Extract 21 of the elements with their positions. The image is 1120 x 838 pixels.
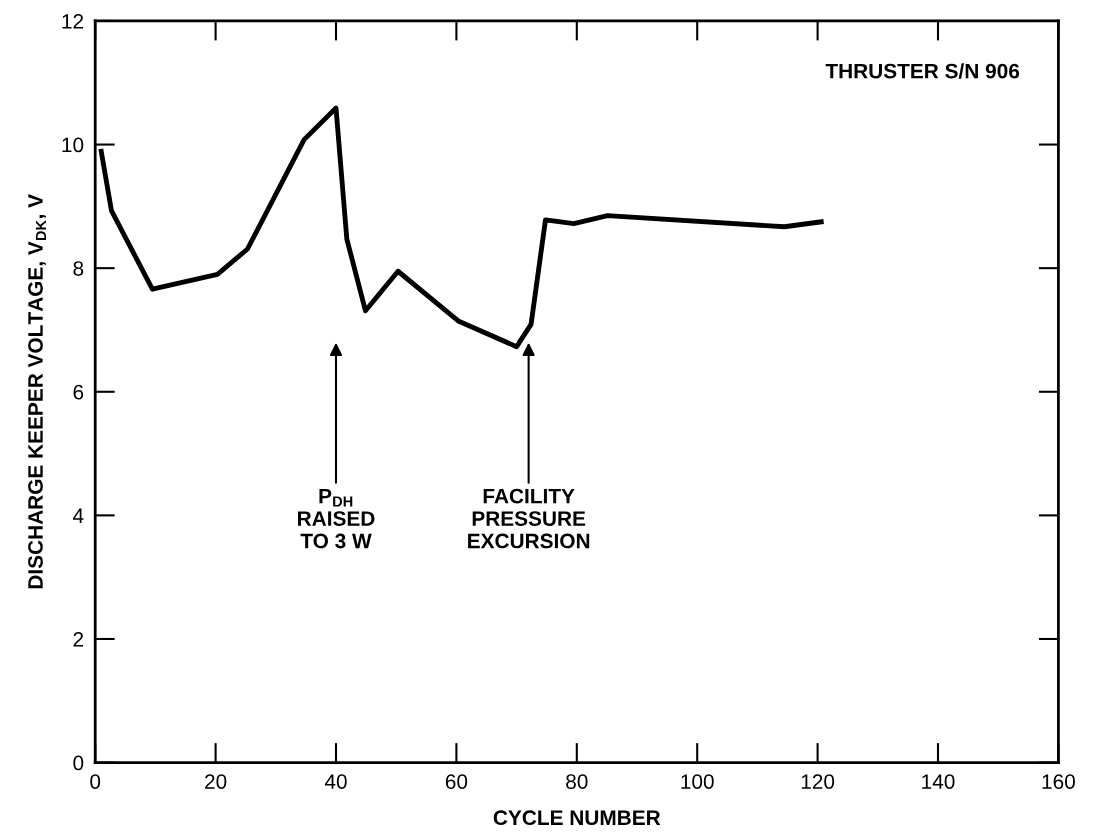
y-tick-label: 10 <box>62 137 84 153</box>
x-axis-title: CYCLE NUMBER <box>493 810 661 826</box>
x-tick-label: 120 <box>801 774 835 789</box>
x-tick-label: 160 <box>1042 774 1075 789</box>
y-tick-label: 8 <box>73 261 84 276</box>
y-tick-label: 0 <box>73 755 84 771</box>
y-tick-label: 6 <box>73 384 84 400</box>
annotation: THRUSTER S/N 906 <box>825 63 1020 79</box>
x-tick-label: 80 <box>566 774 588 789</box>
y-tick-label: 2 <box>73 631 84 647</box>
x-tick-label: 60 <box>445 774 468 789</box>
annotation: FACILITY PRESSURE EXCURSION <box>468 488 590 549</box>
x-tick-label: 140 <box>922 774 955 789</box>
y-tick-label: 4 <box>72 508 84 523</box>
x-tick-label: 40 <box>324 774 347 789</box>
x-tick-label: 100 <box>681 774 714 789</box>
annotation: P$_{DH}$ RAISED TO 3 W <box>298 488 375 549</box>
y-tick-label: 12 <box>62 13 84 29</box>
x-tick-label: 20 <box>205 774 227 789</box>
y-axis-title: DISCHARGE KEEPER VOLTAGE, V$_{DK}$, V <box>28 194 46 589</box>
x-tick-label: 0 <box>90 774 101 789</box>
